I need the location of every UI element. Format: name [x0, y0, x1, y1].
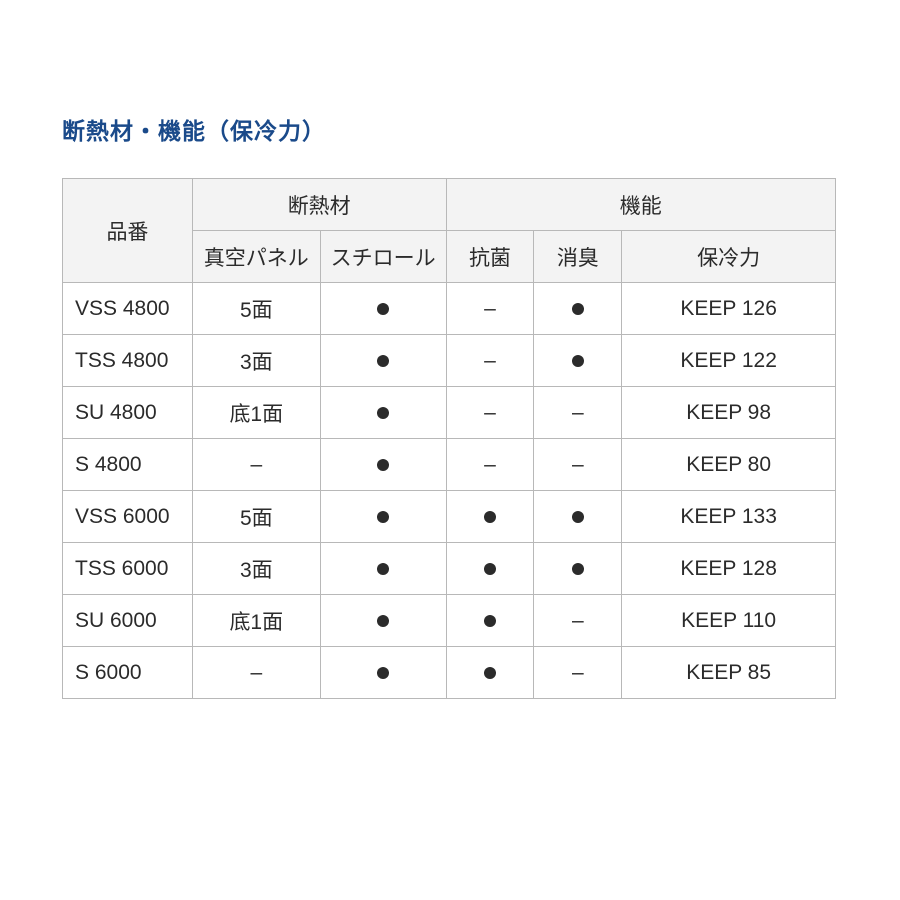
dash-mark: – [572, 609, 584, 632]
cell-deo: – [534, 647, 622, 699]
cell-model: VSS 6000 [63, 491, 193, 543]
cell-panel: – [192, 647, 320, 699]
cell-panel: 5面 [192, 491, 320, 543]
cell-styro [320, 647, 446, 699]
table-row: SU 4800底1面 – – KEEP 98 [63, 387, 836, 439]
table-body: VSS 48005面–KEEP 126TSS 48003面–KEEP 122SU… [63, 283, 836, 699]
th-function: 機能 [446, 179, 836, 231]
th-anti: 抗菌 [446, 231, 534, 283]
cell-keep: KEEP 110 [622, 595, 836, 647]
dash-mark: – [484, 349, 496, 372]
cell-anti: – [446, 335, 534, 387]
cell-model: SU 6000 [63, 595, 193, 647]
cell-keep: KEEP 122 [622, 335, 836, 387]
cell-deo [534, 491, 622, 543]
cell-model: TSS 4800 [63, 335, 193, 387]
cell-keep: KEEP 98 [622, 387, 836, 439]
cell-anti [446, 595, 534, 647]
cell-model: S 4800 [63, 439, 193, 491]
cell-deo: – [534, 439, 622, 491]
cell-styro [320, 543, 446, 595]
table-row: SU 6000底1面 – KEEP 110 [63, 595, 836, 647]
cell-keep: KEEP 133 [622, 491, 836, 543]
dot-icon [572, 303, 584, 315]
dash-mark: – [572, 401, 584, 424]
dot-icon [377, 303, 389, 315]
cell-panel: 底1面 [192, 387, 320, 439]
dash-mark: – [484, 297, 496, 320]
cell-model: TSS 6000 [63, 543, 193, 595]
dash-mark: – [250, 661, 262, 684]
table-row: TSS 60003面 KEEP 128 [63, 543, 836, 595]
cell-deo: – [534, 387, 622, 439]
dash-mark: – [484, 453, 496, 476]
cell-anti: – [446, 439, 534, 491]
head-row-1: 品番 断熱材 機能 [63, 179, 836, 231]
cell-styro [320, 439, 446, 491]
cell-panel: – [192, 439, 320, 491]
cell-deo [534, 543, 622, 595]
cell-anti: – [446, 387, 534, 439]
page-wrap: 断熱材・機能（保冷力） 品番 断熱材 機能 真空パネル スチロール 抗菌 消臭 … [0, 0, 900, 699]
cell-model: S 6000 [63, 647, 193, 699]
dot-icon [484, 667, 496, 679]
dot-icon [572, 563, 584, 575]
th-keep: 保冷力 [622, 231, 836, 283]
cell-model: SU 4800 [63, 387, 193, 439]
cell-styro [320, 595, 446, 647]
dot-icon [484, 563, 496, 575]
dot-icon [572, 511, 584, 523]
cell-keep: KEEP 126 [622, 283, 836, 335]
th-panel: 真空パネル [192, 231, 320, 283]
th-insulation: 断熱材 [192, 179, 446, 231]
dot-icon [484, 615, 496, 627]
dot-icon [572, 355, 584, 367]
dot-icon [377, 407, 389, 419]
cell-panel: 底1面 [192, 595, 320, 647]
table-row: S 6000 – – KEEP 85 [63, 647, 836, 699]
cell-anti: – [446, 283, 534, 335]
cell-anti [446, 543, 534, 595]
cell-keep: KEEP 128 [622, 543, 836, 595]
cell-styro [320, 335, 446, 387]
table-head: 品番 断熱材 機能 真空パネル スチロール 抗菌 消臭 保冷力 [63, 179, 836, 283]
dot-icon [377, 563, 389, 575]
table-row: TSS 48003面 – KEEP 122 [63, 335, 836, 387]
cell-model: VSS 4800 [63, 283, 193, 335]
dot-icon [377, 615, 389, 627]
spec-table: 品番 断熱材 機能 真空パネル スチロール 抗菌 消臭 保冷力 VSS 4800… [62, 178, 836, 699]
th-deo: 消臭 [534, 231, 622, 283]
cell-anti [446, 491, 534, 543]
dash-mark: – [572, 453, 584, 476]
cell-styro [320, 387, 446, 439]
dot-icon [377, 355, 389, 367]
cell-keep: KEEP 85 [622, 647, 836, 699]
dash-mark: – [572, 661, 584, 684]
cell-deo: – [534, 595, 622, 647]
dot-icon [377, 459, 389, 471]
cell-panel: 3面 [192, 543, 320, 595]
th-styro: スチロール [320, 231, 446, 283]
dot-icon [484, 511, 496, 523]
cell-styro [320, 283, 446, 335]
table-row: S 4800 – – – KEEP 80 [63, 439, 836, 491]
cell-panel: 3面 [192, 335, 320, 387]
section-title: 断熱材・機能（保冷力） [62, 112, 838, 146]
cell-deo [534, 283, 622, 335]
dash-mark: – [250, 453, 262, 476]
cell-deo [534, 335, 622, 387]
table-row: VSS 60005面 KEEP 133 [63, 491, 836, 543]
table-row: VSS 48005面 – KEEP 126 [63, 283, 836, 335]
th-model: 品番 [63, 179, 193, 283]
cell-keep: KEEP 80 [622, 439, 836, 491]
cell-anti [446, 647, 534, 699]
dot-icon [377, 511, 389, 523]
cell-styro [320, 491, 446, 543]
dot-icon [377, 667, 389, 679]
cell-panel: 5面 [192, 283, 320, 335]
dash-mark: – [484, 401, 496, 424]
